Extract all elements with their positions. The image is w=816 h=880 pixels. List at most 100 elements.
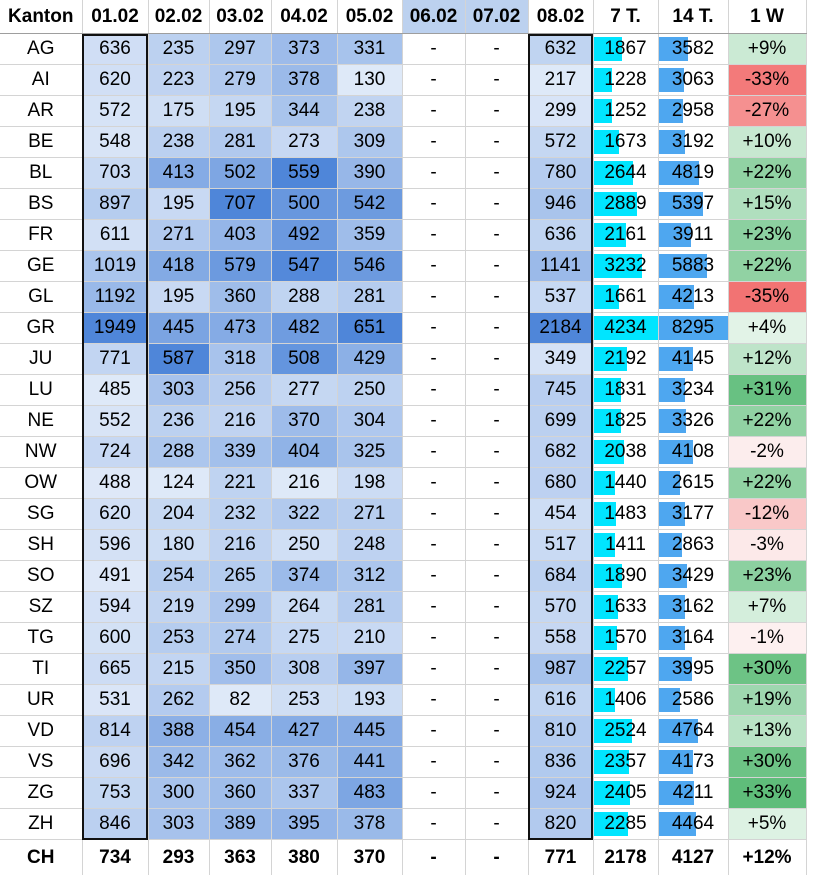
total-value: 4819 (671, 162, 715, 183)
day-value-cell: - (402, 157, 466, 189)
seven-day-bar (593, 285, 619, 309)
fourteen-day-bar (658, 223, 692, 247)
seven-day-bar (593, 223, 627, 247)
fourteen-day-bar (658, 564, 688, 588)
week-change-cell: +31% (728, 374, 807, 406)
day-value-cell: 814 (82, 715, 149, 747)
canton-cell: AG (0, 33, 83, 65)
fourteen-day-total-cell: 2958 (658, 95, 729, 127)
day-value-cell: 374 (271, 560, 338, 592)
total-value: 4213 (671, 286, 715, 307)
seven-day-total-cell: 1570 (593, 622, 659, 654)
total-value: 1570 (604, 627, 647, 648)
day-value-cell: - (465, 64, 529, 96)
fourteen-day-bar (658, 719, 699, 743)
seven-day-total-cell: 2405 (593, 777, 659, 809)
day-value-cell: 215 (148, 653, 210, 685)
day-value-cell: 546 (337, 250, 403, 282)
total-value: 1661 (604, 286, 647, 307)
canton-cell: FR (0, 219, 83, 251)
day-value-cell: 684 (528, 560, 594, 592)
header-row: Kanton 01.02 02.02 03.02 04.02 05.02 06.02 07.0… (0, 0, 807, 34)
day-value-cell: - (402, 64, 466, 96)
day-value-cell: 223 (148, 64, 210, 96)
day-value-cell: 542 (337, 188, 403, 220)
table-row: ZH 846 303 389 395 378- -820 2285 4464 +5% (0, 808, 807, 840)
day-value-cell: - (465, 33, 529, 65)
day-value-cell: 195 (148, 281, 210, 313)
total-value: 1831 (604, 379, 647, 400)
seven-day-total-cell: 1440 (593, 467, 659, 499)
day-value-cell: 342 (148, 746, 210, 778)
day-value-cell: 253 (148, 622, 210, 654)
total-value: 4211 (672, 782, 714, 803)
day-value-cell: - (465, 529, 529, 561)
fourteen-day-total-cell: 2863 (658, 529, 729, 561)
day-value-cell: 987 (528, 653, 594, 685)
fourteen-day-total-cell: 4213 (658, 281, 729, 313)
week-change-cell: +13% (728, 715, 807, 747)
day-value-cell: 620 (82, 64, 149, 96)
day-value-cell: 248 (337, 529, 403, 561)
total-row: CH 734 293 363 380 370- -771 2178 4127 +12% (0, 839, 807, 875)
day-value-cell: 445 (148, 312, 210, 344)
day-value-cell: 308 (271, 653, 338, 685)
day-value-cell: - (402, 622, 466, 654)
table-row: FR 611 271 403 492 359- -636 2161 3911 +23% (0, 219, 807, 251)
day-value-cell: 273 (271, 126, 338, 158)
header-kanton: Kanton (0, 0, 83, 34)
total-value: 2285 (604, 813, 647, 834)
total-value: 2958 (671, 100, 715, 121)
day-value-cell: - (465, 715, 529, 747)
total-value: 1228 (604, 69, 647, 90)
day-value-cell: 363 (209, 839, 272, 875)
week-change-cell: -1% (728, 622, 807, 654)
day-value-cell: 734 (82, 839, 149, 875)
seven-day-total-cell: 1483 (593, 498, 659, 530)
fourteen-day-bar (658, 781, 694, 805)
day-value-cell: 271 (148, 219, 210, 251)
day-value-cell: 216 (271, 467, 338, 499)
week-change-cell: -35% (728, 281, 807, 313)
seven-day-total-cell: 2644 (593, 157, 659, 189)
table-row: ZG 753 300 360 337 483- -924 2405 4211 +33% (0, 777, 807, 809)
day-value-cell: 360 (209, 777, 272, 809)
canton-cell: SH (0, 529, 83, 561)
table-row: TI 665 215 350 308 397- -987 2257 3995 +30% (0, 653, 807, 685)
day-value-cell: 349 (528, 343, 594, 375)
day-value-cell: 210 (337, 622, 403, 654)
day-value-cell: 253 (271, 684, 338, 716)
canton-cell: ZH (0, 808, 83, 840)
day-value-cell: 699 (528, 405, 594, 437)
canton-cell: GE (0, 250, 83, 282)
day-value-cell: 238 (148, 126, 210, 158)
canton-cell: NW (0, 436, 83, 468)
week-change-cell: +22% (728, 405, 807, 437)
total-value: 3429 (671, 565, 715, 586)
total-value: 3326 (671, 410, 715, 431)
fourteen-day-total-cell: 3164 (658, 622, 729, 654)
total-value: 2615 (671, 472, 715, 493)
week-change-cell: -2% (728, 436, 807, 468)
day-value-cell: 531 (82, 684, 149, 716)
week-change-cell: +23% (728, 219, 807, 251)
day-value-cell: 483 (337, 777, 403, 809)
day-value-cell: 175 (148, 95, 210, 127)
day-value-cell: 238 (337, 95, 403, 127)
week-change-cell: +7% (728, 591, 807, 623)
table-row: JU 771 587 318 508 429- -349 2192 4145 +12% (0, 343, 807, 375)
week-change-cell: -33% (728, 64, 807, 96)
fourteen-day-bar (658, 657, 692, 681)
header-03-02: 03.02 (209, 0, 272, 34)
day-value-cell: 682 (528, 436, 594, 468)
day-value-cell: 279 (209, 64, 272, 96)
fourteen-day-total-cell: 3429 (658, 560, 729, 592)
day-value-cell: 810 (528, 715, 594, 747)
seven-day-total-cell: 2285 (593, 808, 659, 840)
canton-cell: VD (0, 715, 83, 747)
day-value-cell: 745 (528, 374, 594, 406)
week-change-cell: -27% (728, 95, 807, 127)
day-value-cell: - (402, 777, 466, 809)
fourteen-day-bar (658, 347, 693, 371)
header-7-t-: 7 T. (593, 0, 659, 34)
